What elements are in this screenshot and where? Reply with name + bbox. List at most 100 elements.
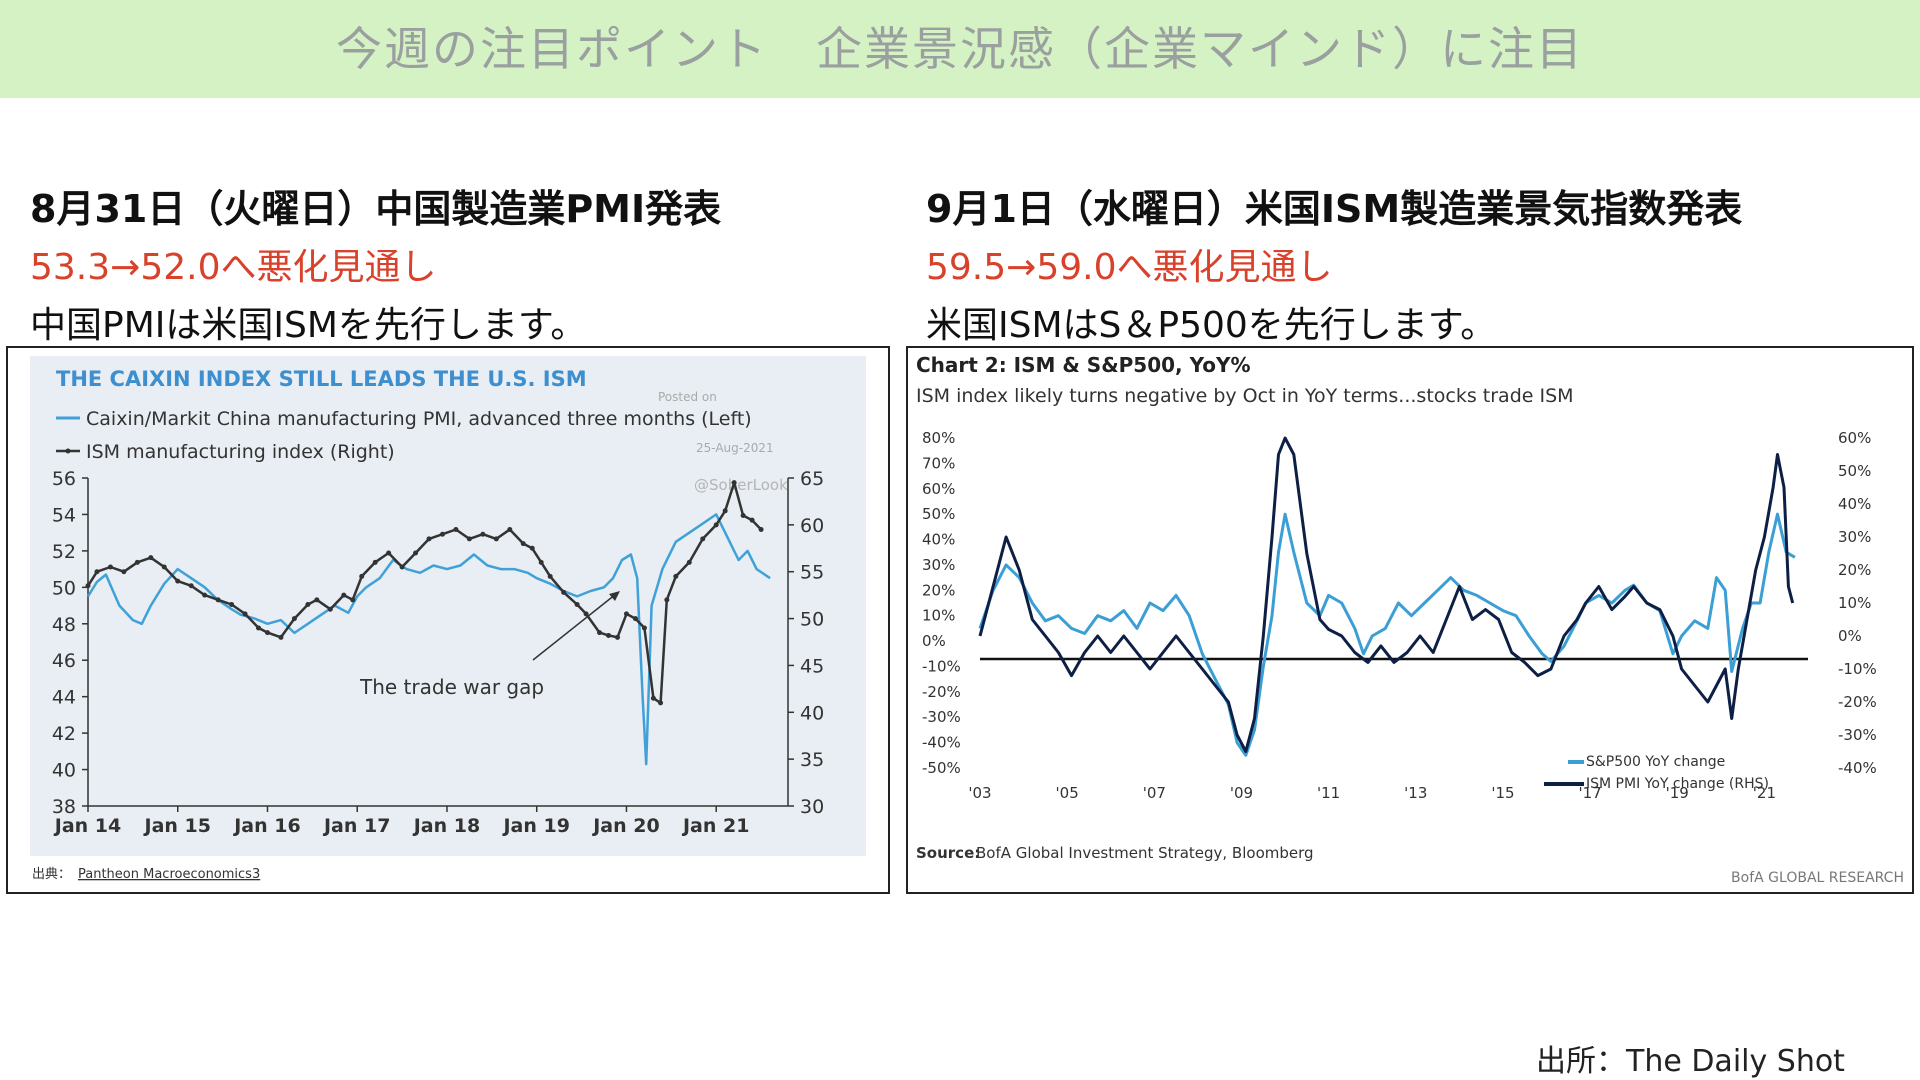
source-label: 出典： — [32, 867, 71, 882]
annotation-arrow — [532, 593, 617, 661]
watermark-date: 25-Aug-2021 — [696, 441, 774, 455]
chart-title: Chart 2: ISM & S&P500, YoY% — [916, 353, 1251, 377]
ism-data-point — [278, 634, 284, 640]
y-right-tick-label: 0% — [1838, 627, 1862, 645]
ism-data-point — [597, 630, 603, 636]
x-tick-label: '19 — [1666, 784, 1689, 802]
ism-data-point — [413, 550, 419, 556]
ism-data-point — [583, 611, 589, 617]
legend-label-sp500: S&P500 YoY change — [1586, 754, 1725, 770]
y-left-tick-label: 80% — [922, 429, 955, 447]
chart-background — [30, 356, 866, 856]
source-link[interactable]: Pantheon Macroeconomics3 — [78, 867, 260, 882]
ism-data-point — [453, 527, 459, 533]
x-tick-label: Jan 14 — [53, 815, 121, 837]
ism-data-point — [134, 559, 140, 565]
y-left-tick-label: -10% — [922, 657, 961, 675]
ism-data-point — [713, 522, 719, 528]
source-text: BofA Global Investment Strategy, Bloombe… — [976, 844, 1314, 862]
left-heading: 8月31日（火曜日）中国製造業PMI発表 — [30, 187, 722, 231]
ism-data-point — [538, 559, 544, 565]
ism-data-point — [641, 625, 647, 631]
y-left-tick-label: 42 — [52, 723, 76, 745]
y-left-tick-label: -20% — [922, 683, 961, 701]
left-note: 中国PMIは米国ISMを先行します。 — [30, 305, 587, 346]
ism-data-point — [731, 480, 737, 486]
ism-data-point — [623, 611, 629, 617]
y-right-tick-label: 65 — [800, 468, 824, 490]
y-right-tick-label: 10% — [1838, 594, 1871, 612]
ism-data-point — [493, 536, 499, 542]
watermark-handle: @SoberLook — [694, 476, 788, 494]
ism-data-point — [399, 564, 405, 570]
ism-data-point — [700, 536, 706, 542]
ism-data-point — [520, 541, 526, 547]
source-label: Source: — [916, 844, 980, 862]
y-left-tick-label: 56 — [52, 468, 76, 490]
ism-sp500-chart-panel: Chart 2: ISM & S&P500, YoY% ISM index li… — [906, 346, 1914, 894]
ism-data-point — [175, 578, 181, 584]
ism-data-point — [305, 602, 311, 608]
y-left-tick-label: 70% — [922, 454, 955, 472]
ism-data-point — [466, 536, 472, 542]
legend-label-ism-pmi: ISM PMI YoY change (RHS) — [1586, 776, 1769, 792]
ism-data-point — [256, 625, 262, 631]
y-left-tick-label: -40% — [922, 734, 961, 752]
y-left-tick-label: 40% — [922, 531, 955, 549]
ism-data-point — [561, 589, 567, 595]
y-right-tick-label: 30% — [1838, 528, 1871, 546]
x-tick-label: '15 — [1491, 784, 1514, 802]
page-title: 今週の注目ポイント 企業景況感（企業マインド）に注目 — [336, 22, 1584, 76]
ism-data-point — [426, 536, 432, 542]
x-tick-label: '17 — [1578, 784, 1601, 802]
annotation-label: The trade war gap — [359, 675, 544, 699]
right-heading: 9月1日（水曜日）米国ISM製造業景気指数発表 — [926, 187, 1743, 231]
x-tick-label: '09 — [1230, 784, 1253, 802]
y-left-tick-label: -30% — [922, 708, 961, 726]
y-left-tick-label: 48 — [52, 614, 76, 636]
y-left-tick-label: 46 — [52, 650, 76, 672]
y-right-tick-label: -20% — [1838, 693, 1877, 711]
ism-data-point — [229, 602, 235, 608]
y-left-tick-label: 52 — [52, 541, 76, 563]
ism-data-point — [94, 569, 100, 575]
y-right-tick-label: 20% — [1838, 561, 1871, 579]
annotation-arrowhead — [609, 591, 620, 601]
legend-marker-ism — [65, 448, 71, 454]
ism-data-point — [107, 564, 113, 570]
ism-data-point — [529, 545, 535, 551]
y-left-tick-label: 10% — [922, 607, 955, 625]
ism-data-point — [740, 512, 746, 518]
ism-data-point — [372, 559, 378, 565]
ism-data-point — [480, 531, 486, 537]
ism-data-point — [758, 527, 764, 533]
legend-label-caixin: Caixin/Markit China manufacturing PMI, a… — [86, 408, 752, 430]
x-tick-label: Jan 21 — [681, 815, 749, 837]
ism-data-point — [658, 700, 664, 706]
watermark-posted: Posted on — [658, 390, 717, 404]
ism-data-point — [242, 611, 248, 617]
x-tick-label: Jan 17 — [322, 815, 390, 837]
legend-label-ism: ISM manufacturing index (Right) — [86, 441, 395, 463]
y-left-tick-label: 54 — [52, 504, 76, 526]
ism-data-point — [161, 564, 167, 570]
y-right-tick-label: 40 — [800, 702, 824, 724]
left-forecast: 53.3→52.0へ悪化見通し — [30, 247, 437, 288]
x-tick-label: '13 — [1404, 784, 1427, 802]
right-note: 米国ISMはS＆P500を先行します。 — [926, 305, 1497, 346]
ism-data-point — [749, 517, 755, 523]
y-right-tick-label: 55 — [800, 562, 824, 584]
x-tick-label: '05 — [1056, 784, 1079, 802]
series-line-sp500 — [978, 512, 1796, 757]
ism-data-point — [722, 508, 728, 514]
y-left-tick-label: 20% — [922, 581, 955, 599]
ism-data-point — [359, 573, 365, 579]
series-line-caixin — [86, 513, 771, 766]
y-right-tick-label: 50% — [1838, 462, 1871, 480]
ism-data-point — [686, 559, 692, 565]
y-right-tick-label: 30 — [800, 796, 824, 818]
y-left-tick-label: 60% — [922, 480, 955, 498]
y-right-tick-label: -30% — [1838, 726, 1877, 744]
x-tick-label: Jan 18 — [412, 815, 480, 837]
ism-sp500-chart: Chart 2: ISM & S&P500, YoY% ISM index li… — [916, 353, 1904, 886]
